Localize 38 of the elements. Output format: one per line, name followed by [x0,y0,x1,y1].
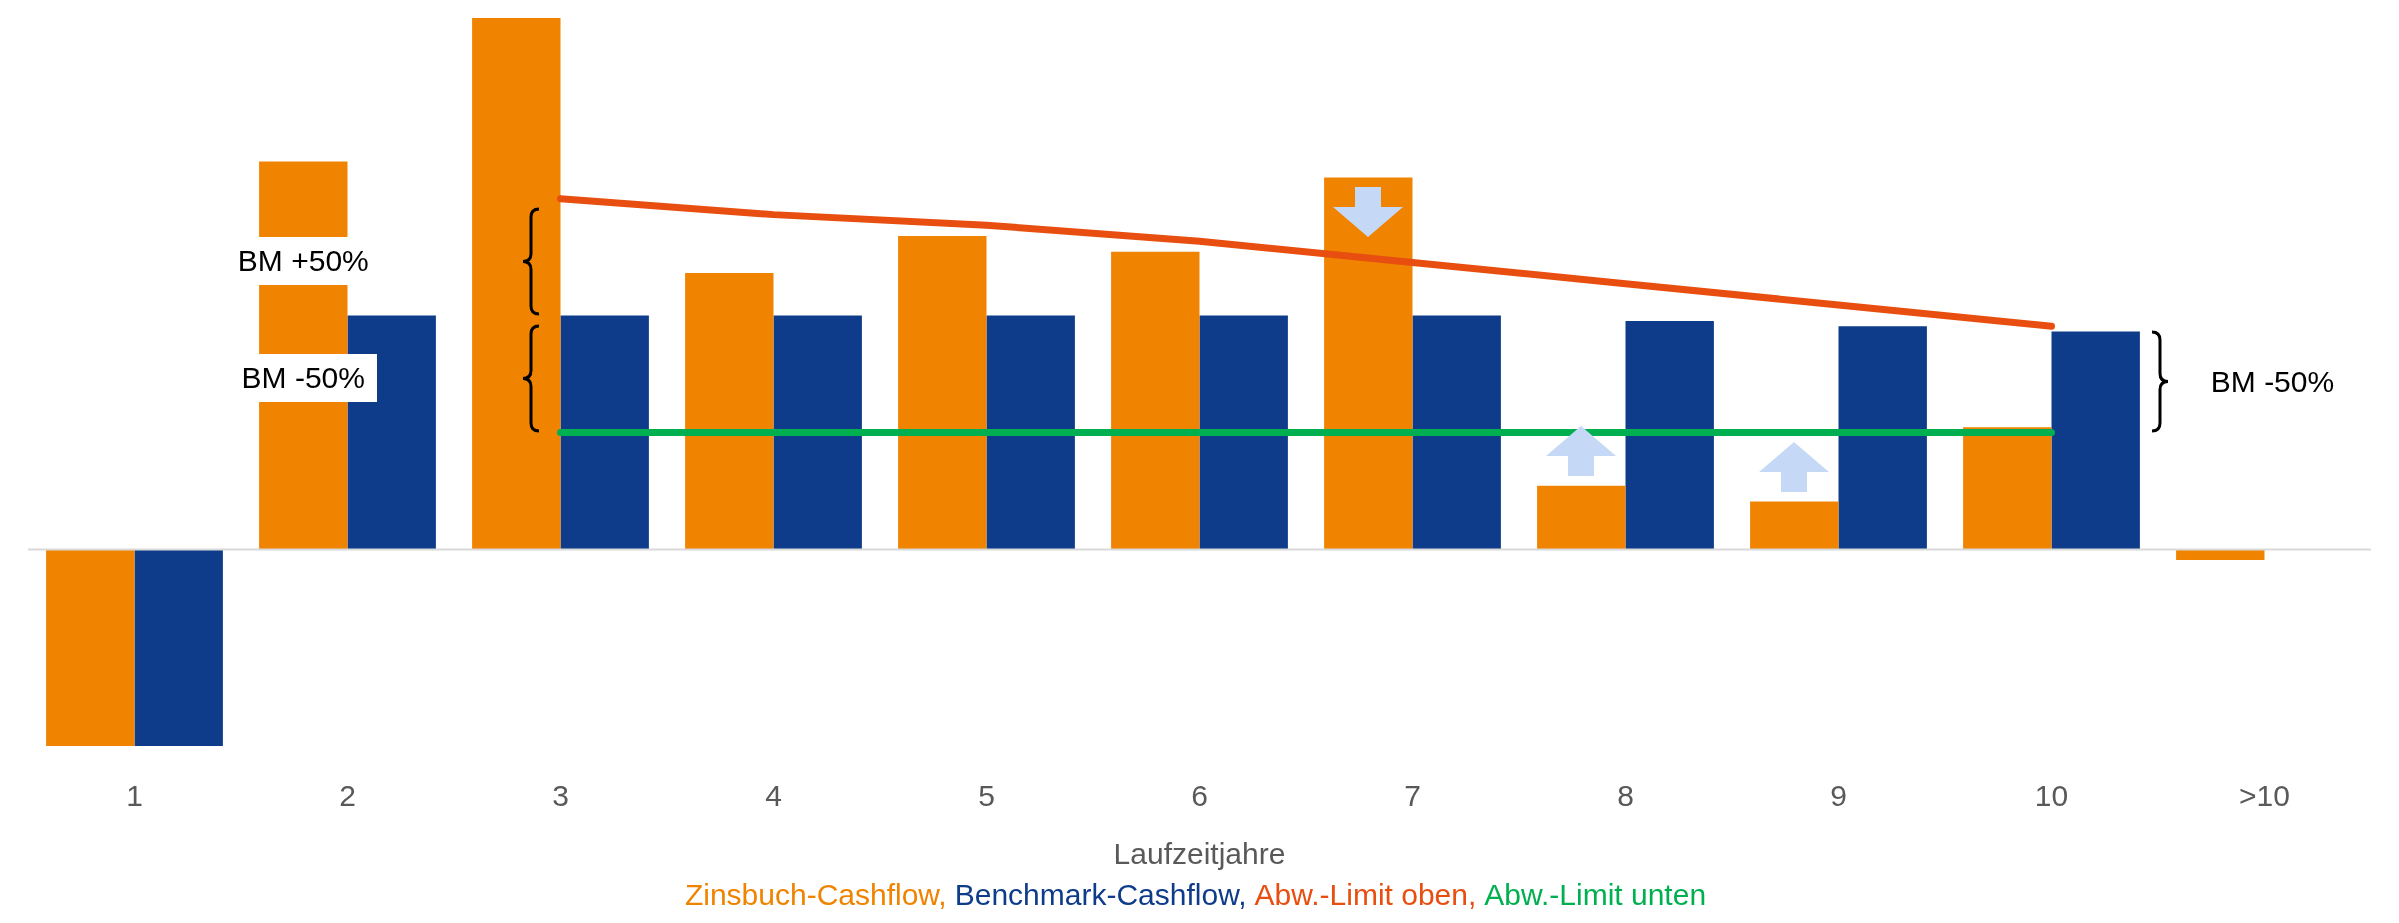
x-tick-label: 7 [1404,779,1421,813]
bar [1838,326,1927,550]
bar [986,315,1075,550]
annotation: BM -50% [229,354,377,403]
text: Abw.-Limit unten [1484,878,1707,911]
text: Abw.-Limit oben, [1254,878,1477,911]
bar [472,18,561,550]
bar [1750,501,1839,550]
bar [2176,549,2265,561]
x-tick-label: 2 [339,779,356,813]
bar [1625,320,1714,550]
x-tick-label: 9 [1830,779,1847,813]
bar [134,549,223,747]
annotation: BM -50% [2198,358,2347,407]
x-tick-label: 8 [1617,779,1634,813]
bar [1412,315,1501,550]
x-tick-label: 1 [126,779,143,813]
x-axis-title: Laufzeitjahre [1113,837,1286,871]
bar [1111,251,1200,550]
bar [1963,427,2052,550]
bar [685,273,774,550]
x-tick-label: 10 [2034,779,2069,813]
bar [46,549,135,747]
x-tick-label: 3 [552,779,569,813]
x-tick-label: 4 [765,779,782,813]
bar [773,315,862,550]
x-tick-label: >10 [2239,779,2290,813]
bar [1199,315,1288,550]
bar [2051,331,2140,550]
x-tick-label: 6 [1191,779,1208,813]
bar [898,235,987,550]
annotation: BM +50% [225,237,381,286]
bar [1537,485,1626,550]
text: Zinsbuch-Cashflow, [684,878,947,911]
bar [1324,177,1413,550]
text: Benchmark-Cashflow, [954,878,1247,911]
bar [560,315,649,550]
x-tick-label: 5 [978,779,995,813]
